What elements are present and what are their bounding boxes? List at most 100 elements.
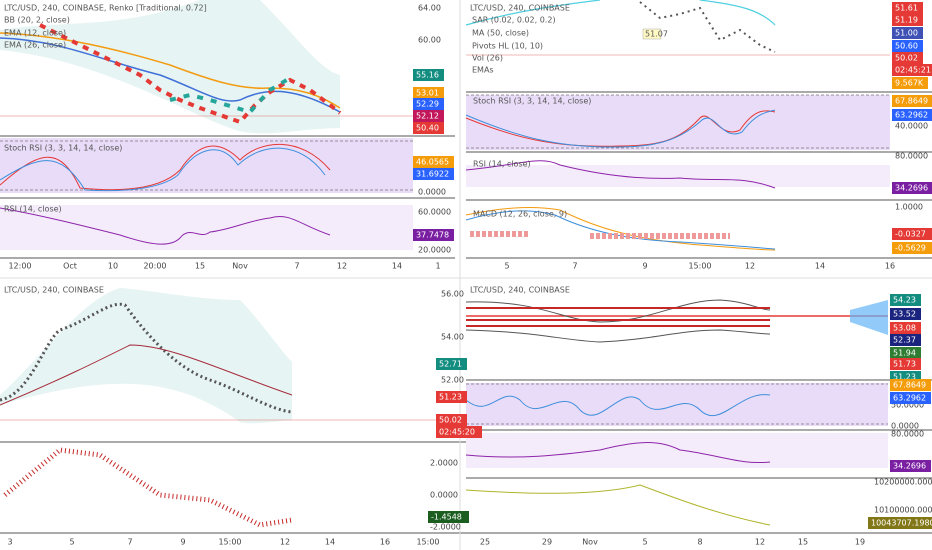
macd-signal	[465, 207, 776, 251]
price-tag-label: 51.94	[893, 349, 916, 358]
price-tag	[892, 2, 923, 14]
price-tag	[892, 77, 928, 89]
time-label: 14	[392, 262, 402, 271]
price-tag-label: 10043707.1980	[871, 519, 932, 528]
bb-band	[0, 0, 340, 134]
time-label: 12	[280, 538, 290, 547]
time-label: 5	[504, 262, 509, 271]
indicator-label: EMAs	[472, 66, 494, 75]
axis-label: 80.0000	[891, 430, 924, 439]
price-tag-label: 52.71	[439, 360, 462, 369]
time-label: 14	[815, 262, 825, 271]
axis-label: 2.0000	[430, 459, 458, 468]
time-label: 9	[180, 538, 185, 547]
price-tag	[890, 334, 921, 346]
price-tag	[892, 27, 923, 39]
time-label: 15:00	[688, 262, 711, 271]
price-tag-label: 55.16	[416, 71, 439, 80]
price-tag-label: 51.23	[893, 373, 916, 382]
price-tag	[413, 69, 444, 81]
labels: LTC/USD, 240, COINBASE, Renko [Tradition…	[4, 2, 932, 547]
time-label: Nov	[582, 538, 598, 547]
price-tag	[892, 40, 923, 52]
price-tag	[892, 52, 923, 64]
time-label: Oct	[63, 262, 77, 271]
price-tag-label: 9.567K	[895, 79, 924, 88]
price-tag-label: 52.29	[416, 100, 439, 109]
price-tag	[892, 242, 932, 254]
ma-line	[465, 0, 776, 26]
obv-line	[465, 484, 771, 526]
price-tag	[436, 358, 467, 370]
indicator-label: Stoch RSI (3, 3, 14, 14, close)	[4, 144, 122, 153]
rsi-line	[465, 442, 771, 464]
price-tag-label: 63.2962	[895, 111, 928, 120]
time-label: 19	[855, 538, 865, 547]
price-tag-label: 53.52	[893, 310, 916, 319]
time-label: 25	[480, 538, 490, 547]
indicator-label: EMA (26, close)	[4, 41, 66, 50]
stoch-d	[465, 109, 776, 148]
axis-label: 60.00	[418, 36, 441, 45]
time-label: 10	[108, 262, 118, 271]
time-label: 12:00	[8, 262, 31, 271]
price-tag	[892, 109, 932, 121]
price-tag-label: 52.37	[893, 336, 916, 345]
stoch-band	[466, 95, 890, 150]
time-label: 3	[7, 538, 12, 547]
axis-label: 50.0000	[891, 401, 924, 410]
candles	[0, 302, 293, 414]
price-tag-label: 67.8649	[893, 381, 926, 390]
price-tag	[890, 294, 921, 306]
indicator-label: Vol (26)	[472, 54, 503, 63]
axis-label: 0.0000	[430, 491, 458, 500]
stoch-d	[0, 147, 326, 192]
stoch-k	[0, 143, 331, 191]
price-tag-label: 37.7478	[416, 231, 449, 240]
price-tag-label: 52.12	[416, 112, 439, 121]
rsi-band	[466, 433, 888, 468]
time-label: Nov	[232, 262, 248, 271]
ema-ribbon	[466, 307, 770, 327]
axis-label: 80.0000	[895, 152, 928, 161]
price-tag	[413, 229, 454, 241]
price-tag-label: -1.4548	[431, 513, 462, 522]
price-tag-label: 50.02	[439, 416, 462, 425]
time-label: 8	[697, 538, 702, 547]
indicator-label: MA (50, close)	[472, 29, 529, 38]
price-tag	[892, 14, 923, 26]
pivot-box	[642, 28, 662, 40]
time-label: 15:00	[416, 538, 439, 547]
axis-label: 20.0000	[418, 246, 451, 255]
price-tag	[868, 517, 932, 529]
price-tag	[890, 379, 931, 391]
pane-title: LTC/USD, 240, COINBASE	[4, 286, 104, 295]
price-tag-label: 02:45:20	[439, 428, 475, 437]
price-tag-label: 51.61	[895, 4, 918, 13]
time-label: 7	[294, 262, 299, 271]
price-tag	[436, 426, 482, 438]
time-label: 5	[69, 538, 74, 547]
axis-label: 52.00	[441, 376, 464, 385]
axis-label: 10200000.0000	[874, 478, 932, 487]
price-tag-label: 02:45:21	[895, 66, 931, 75]
rsi-band	[466, 165, 890, 187]
indicator-label: Stoch RSI (3, 3, 14, 14, close)	[473, 97, 591, 106]
time-label: 14	[325, 538, 335, 547]
pane-title: LTC/USD, 240, COINBASE, Renko [Tradition…	[4, 4, 207, 13]
rsi-line	[0, 207, 331, 245]
indicator-label: MACD (12, 26, close, 9)	[473, 210, 567, 219]
price-tag-label: 51.23	[439, 393, 462, 402]
price-tag	[892, 95, 932, 107]
price-tag-label: 31.6922	[416, 170, 449, 179]
price-tag	[413, 110, 444, 122]
ma-line	[0, 344, 293, 406]
axis-label: 1.0000	[895, 203, 923, 212]
price-tag	[890, 322, 921, 334]
price-tag-label: 51.73	[893, 360, 916, 369]
price-tag	[413, 122, 444, 134]
price-tag-label: -0.0327	[895, 230, 926, 239]
indicator-label: EMA (12, close)	[4, 29, 66, 38]
